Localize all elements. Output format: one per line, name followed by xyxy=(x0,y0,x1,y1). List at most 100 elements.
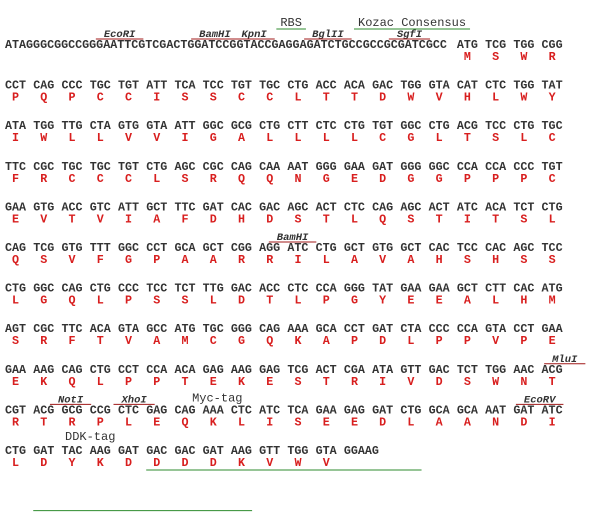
amino-acid: T xyxy=(492,212,499,226)
amino-acid: L xyxy=(266,131,273,145)
codon: AGG xyxy=(259,241,280,255)
amino-acid: G xyxy=(407,131,414,145)
codon: GAT xyxy=(33,444,54,458)
amino-acid: R xyxy=(351,375,358,389)
codon: GGC xyxy=(203,119,224,133)
codon: AAC xyxy=(513,363,534,377)
amino-acid: D xyxy=(210,456,217,470)
amino-acid: V xyxy=(125,131,132,145)
codon: AAT xyxy=(485,403,506,417)
codon: AAT xyxy=(287,160,308,174)
codon: GGG xyxy=(231,322,252,336)
amino-acid: S xyxy=(407,212,414,226)
amino-acid: W xyxy=(520,91,528,105)
codon: TCA xyxy=(174,79,196,93)
codon: GCG xyxy=(61,403,82,417)
amino-acid: G xyxy=(40,294,47,308)
codon: CCC xyxy=(429,322,450,336)
codon: TGC xyxy=(90,160,111,174)
amino-acid: P xyxy=(464,172,471,186)
codon: TGC xyxy=(542,119,563,133)
amino-acid: F xyxy=(69,334,76,348)
amino-acid: L xyxy=(520,131,527,145)
codon: GAA xyxy=(5,363,27,377)
amino-acid: P xyxy=(436,334,443,348)
amino-acid: E xyxy=(12,375,19,389)
codon: CAG xyxy=(61,282,82,296)
codon: GTC xyxy=(90,200,111,214)
codon: CTG xyxy=(513,119,534,133)
amino-acid: H xyxy=(520,294,527,308)
codon: GAA xyxy=(344,160,366,174)
amino-acid: L xyxy=(12,294,19,308)
codon: TGC xyxy=(203,322,224,336)
amino-acid: H xyxy=(238,212,245,226)
codon: ATG xyxy=(174,322,195,336)
restriction-site: EcoRI xyxy=(104,29,136,41)
amino-acid: R xyxy=(266,253,273,267)
amino-acid: C xyxy=(69,172,76,186)
feature-label: Myc-tag xyxy=(192,391,242,405)
codon: CTT xyxy=(485,282,506,296)
restriction-site: KpnI xyxy=(242,29,268,41)
amino-acid: A xyxy=(436,415,444,429)
amino-acid: V xyxy=(407,375,414,389)
codon: TCT xyxy=(457,363,478,377)
codon: ACT xyxy=(316,200,337,214)
codon: ATA xyxy=(5,119,27,133)
codon: CCA xyxy=(485,160,507,174)
codon: TCT xyxy=(513,200,534,214)
codon: CTA xyxy=(400,322,422,336)
codon: TCT xyxy=(174,282,195,296)
codon: ACA xyxy=(344,79,366,93)
codon: TTG xyxy=(203,282,224,296)
codon: CTA xyxy=(90,119,112,133)
amino-acid: I xyxy=(12,131,19,145)
amino-acid: D xyxy=(379,91,386,105)
codon: GGC xyxy=(33,282,54,296)
amino-acid: M xyxy=(464,50,471,64)
codon: CGG xyxy=(542,38,563,52)
codon: CCT xyxy=(513,322,534,336)
codon: AAG xyxy=(90,444,111,458)
codon: CAC xyxy=(485,241,506,255)
codon: GGC xyxy=(118,241,139,255)
codon: CCA xyxy=(457,160,479,174)
codon: GTT xyxy=(400,363,421,377)
codon: ATC xyxy=(457,200,478,214)
codon: ACG xyxy=(457,119,478,133)
codon: ATA xyxy=(372,363,394,377)
amino-acid: W xyxy=(520,50,528,64)
codon: GCG xyxy=(231,119,252,133)
codon: GTG xyxy=(372,241,393,255)
amino-acid: I xyxy=(266,415,273,429)
codon: GTG xyxy=(118,119,139,133)
amino-acid: Q xyxy=(266,172,273,186)
amino-acid: R xyxy=(69,415,76,429)
codon: TGT xyxy=(231,79,252,93)
codon: GAC xyxy=(146,444,167,458)
codon: AGC xyxy=(400,200,421,214)
codon: TCG xyxy=(287,363,308,377)
amino-acid: E xyxy=(323,415,330,429)
amino-acid: V xyxy=(266,456,273,470)
codon: GTA xyxy=(118,322,140,336)
amino-acid: N xyxy=(294,172,301,186)
codon: CCC xyxy=(61,79,82,93)
codon: AAA xyxy=(203,403,225,417)
amino-acid: Y xyxy=(549,91,556,105)
codon: CCA xyxy=(316,282,338,296)
codon: CCG xyxy=(90,403,111,417)
amino-acid: E xyxy=(210,375,217,389)
amino-acid: R xyxy=(549,50,556,64)
codon: GAC xyxy=(231,282,252,296)
amino-acid: C xyxy=(125,91,132,105)
amino-acid: P xyxy=(97,415,104,429)
codon: GGG xyxy=(316,160,337,174)
amino-acid: M xyxy=(549,294,556,308)
amino-acid: D xyxy=(379,334,386,348)
codon: TCA xyxy=(287,403,309,417)
codon: GCA xyxy=(457,403,479,417)
amino-acid: S xyxy=(492,131,499,145)
